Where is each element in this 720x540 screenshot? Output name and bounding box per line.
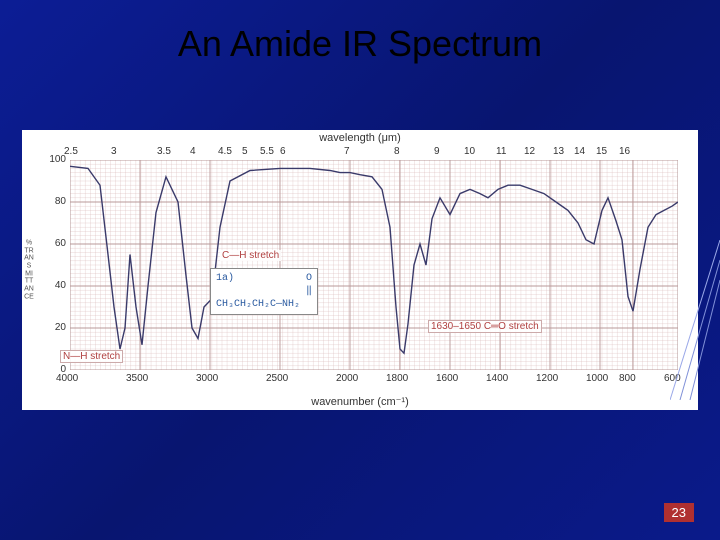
- ir-spectrum-chart: wavelength (μm) wavenumber (cm⁻¹) % TRAN…: [22, 130, 698, 410]
- structure-line2: ‖: [216, 285, 312, 298]
- slide-title: An Amide IR Spectrum: [178, 23, 542, 65]
- x-axis-bottom-label: wavenumber (cm⁻¹): [22, 395, 698, 408]
- x-top-tick: 3.5: [157, 146, 171, 157]
- x-top-tick: 13: [553, 146, 564, 157]
- x-bottom-tick: 1600: [436, 373, 458, 384]
- x-top-tick: 14: [574, 146, 585, 157]
- x-bottom-tick: 1000: [586, 373, 608, 384]
- annotation-ch-stretch: C—H stretch: [220, 250, 281, 261]
- structure-line1: 1a) O: [216, 272, 312, 285]
- x-bottom-tick: 1200: [536, 373, 558, 384]
- x-bottom-tick: 2000: [336, 373, 358, 384]
- x-top-tick: 7: [344, 146, 350, 157]
- x-top-tick: 16: [619, 146, 630, 157]
- y-tick: 20: [44, 322, 66, 333]
- y-axis-label: % TRANSMITTANCE: [24, 239, 34, 301]
- annotation-nh-stretch: N—H stretch: [60, 350, 123, 363]
- y-tick: 40: [44, 280, 66, 291]
- structure-formula-box: 1a) O ‖ CH₃CH₂CH₂C—NH₂: [210, 268, 318, 315]
- x-top-tick: 8: [394, 146, 400, 157]
- y-tick: 100: [44, 154, 66, 165]
- x-top-tick: 6: [280, 146, 286, 157]
- x-bottom-tick: 1400: [486, 373, 508, 384]
- x-top-tick: 9: [434, 146, 440, 157]
- x-bottom-tick: 2500: [266, 373, 288, 384]
- y-tick: 60: [44, 238, 66, 249]
- spectrum-svg: [70, 160, 678, 370]
- x-axis-top-label: wavelength (μm): [22, 132, 698, 144]
- x-top-tick: 4: [190, 146, 196, 157]
- x-top-tick: 5: [242, 146, 248, 157]
- x-bottom-tick: 3000: [196, 373, 218, 384]
- x-top-tick: 5.5: [260, 146, 274, 157]
- x-top-tick: 3: [111, 146, 117, 157]
- x-top-tick: 11: [496, 146, 506, 157]
- x-bottom-tick: 800: [619, 373, 636, 384]
- x-top-tick: 10: [464, 146, 475, 157]
- page-number: 23: [664, 503, 694, 522]
- x-top-tick: 2.5: [64, 146, 78, 157]
- x-top-tick: 15: [596, 146, 607, 157]
- y-tick: 80: [44, 196, 66, 207]
- x-bottom-tick: 4000: [56, 373, 78, 384]
- x-bottom-tick: 3500: [126, 373, 148, 384]
- x-top-tick: 12: [524, 146, 535, 157]
- plot-area: 1a) O ‖ CH₃CH₂CH₂C—NH₂ N—H stretch C—H s…: [70, 160, 678, 370]
- annotation-co-stretch: 1630–1650 C═O stretch: [428, 320, 542, 333]
- x-top-tick: 4.5: [218, 146, 232, 157]
- x-bottom-tick: 600: [664, 373, 681, 384]
- structure-line3: CH₃CH₂CH₂C—NH₂: [216, 298, 312, 311]
- x-bottom-tick: 1800: [386, 373, 408, 384]
